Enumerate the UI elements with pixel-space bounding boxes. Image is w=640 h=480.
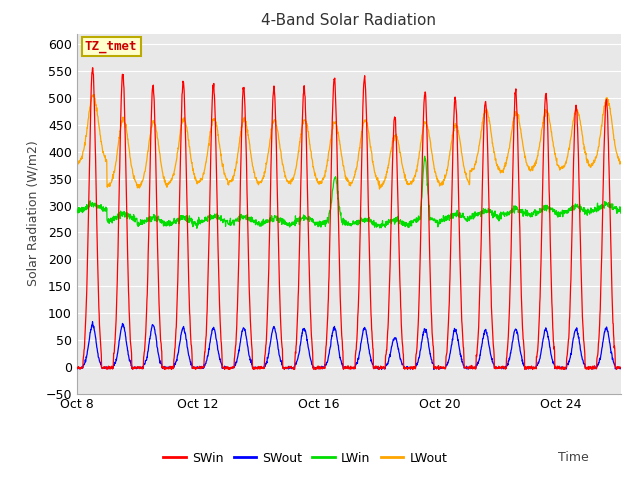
- Y-axis label: Solar Radiation (W/m2): Solar Radiation (W/m2): [27, 141, 40, 287]
- Legend: SWin, SWout, LWin, LWout: SWin, SWout, LWin, LWout: [159, 447, 452, 469]
- Title: 4-Band Solar Radiation: 4-Band Solar Radiation: [261, 13, 436, 28]
- Text: TZ_tmet: TZ_tmet: [85, 40, 138, 53]
- Text: Time: Time: [558, 451, 589, 464]
